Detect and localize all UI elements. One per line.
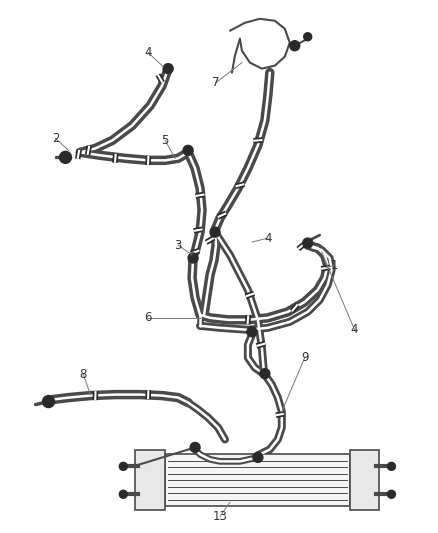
Circle shape (119, 490, 127, 498)
Text: 5: 5 (162, 134, 169, 147)
Text: 9: 9 (301, 351, 308, 364)
Bar (135, 450, 165, 510)
Circle shape (42, 395, 54, 408)
Circle shape (388, 462, 396, 470)
Circle shape (119, 462, 127, 470)
Text: 13: 13 (212, 510, 227, 523)
Circle shape (163, 63, 173, 74)
Text: 7: 7 (212, 76, 220, 89)
Bar (165, 455, 350, 506)
Circle shape (260, 369, 270, 378)
Circle shape (304, 33, 312, 41)
Circle shape (190, 442, 200, 453)
Bar (350, 450, 379, 510)
Text: 2: 2 (52, 132, 59, 145)
Text: 8: 8 (80, 368, 87, 381)
Circle shape (253, 453, 263, 462)
Circle shape (183, 146, 193, 155)
Circle shape (188, 253, 198, 263)
Text: 1: 1 (331, 259, 339, 271)
Circle shape (210, 227, 220, 237)
Text: 4: 4 (351, 324, 358, 336)
Circle shape (60, 151, 71, 163)
Text: 3: 3 (174, 239, 182, 252)
Circle shape (303, 238, 313, 248)
Text: 6: 6 (145, 311, 152, 325)
Text: 4: 4 (145, 46, 152, 59)
Circle shape (247, 327, 257, 337)
Circle shape (290, 41, 300, 51)
Circle shape (388, 490, 396, 498)
Text: 4: 4 (264, 232, 272, 245)
